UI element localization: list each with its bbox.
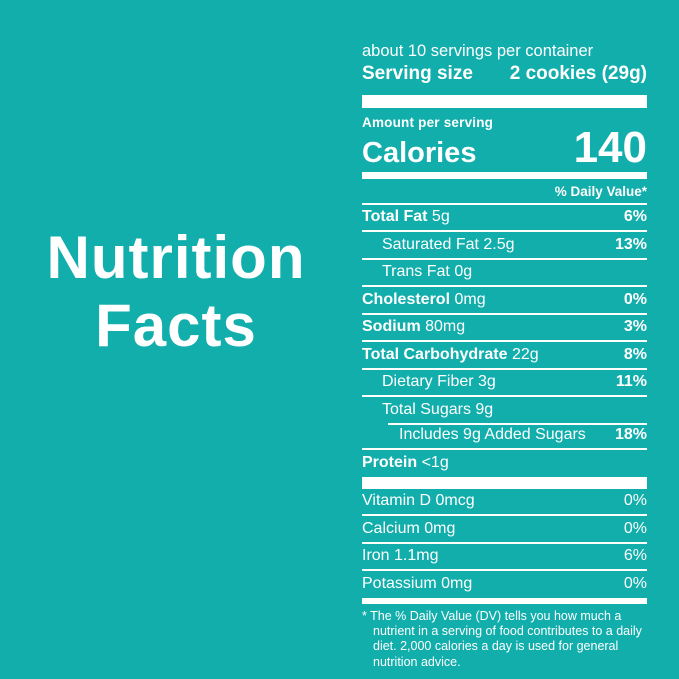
nutrient-label: Iron 1.1mg (362, 547, 439, 565)
nutrient-name: Total Fat (362, 208, 428, 226)
nutrition-facts-title: Nutrition Facts (8, 224, 344, 360)
daily-value-percent: 18% (614, 426, 647, 444)
nutrient-label: Total Sugars 9g (382, 400, 494, 418)
nutrient-rows: Total Fat 5g 6% Saturated Fat 2.5g 13% Trans… (362, 205, 647, 476)
nutrient-row: Total Fat 5g 6% (362, 205, 647, 231)
nutrient-label: Calcium 0mg (362, 519, 456, 537)
nutrient-row: Dietary Fiber 3g 11% (362, 367, 647, 396)
nutrient-row: Includes 9g Added Sugars 18% (362, 422, 647, 449)
daily-value-percent: 0% (623, 290, 647, 308)
nutrient-row: Total Carbohydrate 22g 8% (362, 340, 647, 368)
nutrient-name: Vitamin D (362, 492, 432, 510)
nutrient-row: Saturated Fat 2.5g 13% (362, 230, 647, 258)
daily-value-percent: 11% (615, 373, 647, 391)
serving-size-value: 2 cookies (29g) (509, 62, 647, 84)
nutrient-name: Potassium (362, 574, 437, 592)
vitamin-rows: Vitamin D 0mcg 0% Calcium 0mg 0% Iron 1.1mg 6… (362, 489, 647, 597)
nutrient-label: Dietary Fiber 3g (382, 373, 496, 391)
nutrient-label: Potassium 0mg (362, 574, 473, 592)
nutrient-row: Calcium 0mg 0% (362, 514, 647, 542)
daily-value-percent: 8% (623, 345, 647, 363)
nutrient-name: Protein (362, 453, 418, 471)
nutrient-label: Includes 9g Added Sugars (362, 426, 586, 444)
nutrient-label: Total Fat 5g (362, 208, 450, 226)
footnote-separator-bar (362, 597, 647, 604)
nutrient-row: Trans Fat 0g (362, 257, 647, 286)
nutrient-row: Potassium 0mg 0% (362, 569, 647, 597)
daily-value-percent: 6% (623, 547, 647, 565)
nutrient-name: Total Carbohydrate (362, 345, 508, 363)
nutrient-label: Cholesterol 0mg (362, 290, 486, 308)
nutrient-name: Calcium (362, 519, 420, 537)
nutrient-label: Total Carbohydrate 22g (362, 345, 539, 363)
daily-value-percent: 3% (623, 318, 647, 336)
nutrient-name: Includes 9g Added Sugars (399, 426, 586, 444)
nutrient-row: Protein <1g (362, 448, 647, 476)
nutrient-name: Total Sugars (382, 400, 471, 418)
daily-value-percent: 6% (623, 208, 647, 226)
serving-size-label: Serving size (362, 62, 473, 84)
title-line-1: Nutrition (46, 224, 306, 291)
daily-value-header: % Daily Value* (362, 184, 647, 205)
nutrient-label: Saturated Fat 2.5g (382, 235, 515, 253)
daily-value-footnote: * The % Daily Value (DV) tells you how m… (362, 608, 642, 669)
servings-per-container: about 10 servings per container (362, 42, 594, 60)
medium-separator-bar (362, 171, 647, 179)
nutrient-row: Cholesterol 0mg 0% (362, 285, 647, 313)
nutrient-row: Total Sugars 9g (362, 395, 647, 423)
calories-label: Calories (362, 136, 477, 169)
daily-value-percent: 13% (614, 235, 647, 253)
calories-value: 140 (573, 122, 647, 172)
nutrient-row: Iron 1.1mg 6% (362, 541, 647, 570)
nutrient-row: Sodium 80mg 3% (362, 312, 647, 341)
nutrient-label: Trans Fat 0g (382, 263, 473, 281)
daily-value-percent: 0% (623, 574, 647, 592)
nutrient-name: Dietary Fiber (382, 373, 474, 391)
nutrient-label: Vitamin D 0mcg (362, 492, 475, 510)
nutrient-name: Cholesterol (362, 290, 451, 308)
calories-row: Calories 140 (362, 122, 647, 172)
thick-separator-bar (362, 94, 647, 108)
vitamin-separator-bar (362, 476, 647, 489)
nutrient-label: Sodium 80mg (362, 318, 466, 336)
nutrient-label: Protein <1g (362, 453, 449, 471)
daily-value-percent: 0% (623, 519, 647, 537)
nutrient-row: Vitamin D 0mcg 0% (362, 489, 647, 515)
nutrient-name: Trans Fat (382, 263, 450, 281)
nutrient-name: Iron (362, 547, 390, 565)
daily-value-percent: 0% (623, 492, 647, 510)
nutrient-name: Sodium (362, 318, 421, 336)
serving-size-row: Serving size 2 cookies (29g) (362, 63, 647, 85)
amount-per-serving-label: Amount per serving (362, 114, 494, 130)
title-line-2: Facts (95, 291, 257, 359)
nutrient-name: Saturated Fat (382, 235, 479, 253)
nutrition-facts-panel: about 10 servings per container Serving … (362, 42, 647, 670)
